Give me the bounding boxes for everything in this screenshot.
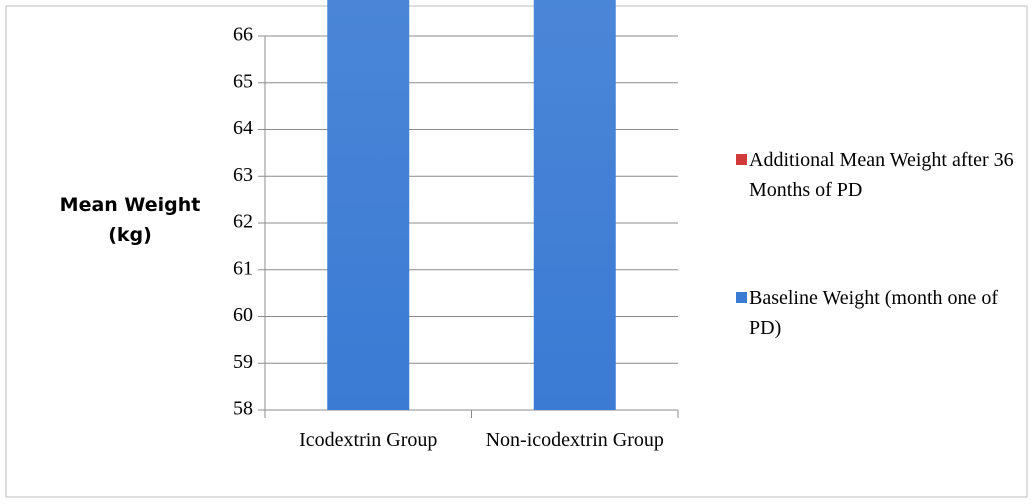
y-tick-label: 60 (233, 304, 253, 326)
y-tick-label: 64 (233, 117, 253, 139)
legend-label: Additional Mean Weight after 36 Months o… (749, 149, 1014, 201)
legend-swatch (736, 154, 747, 165)
y-tick-label: 62 (233, 211, 253, 233)
y-tick-label: 59 (233, 351, 253, 373)
bar-segment (533, 0, 616, 410)
x-tick-label: Icodextrin Group (299, 429, 438, 451)
y-tick-label: 58 (233, 398, 253, 420)
chart-border (5, 5, 1028, 498)
y-tick-label: 66 (233, 24, 253, 46)
y-tick-label: 63 (233, 164, 253, 186)
y-tick-label: 61 (233, 257, 253, 279)
x-tick-label: Non-icodextrin Group (485, 429, 664, 451)
y-axis-label: Mean Weight (kg) (59, 194, 201, 246)
legend-swatch (736, 292, 747, 303)
legend-label: Baseline Weight (month one of PD) (749, 287, 999, 339)
bar-segment (327, 0, 410, 410)
y-tick-label: 65 (233, 70, 253, 92)
